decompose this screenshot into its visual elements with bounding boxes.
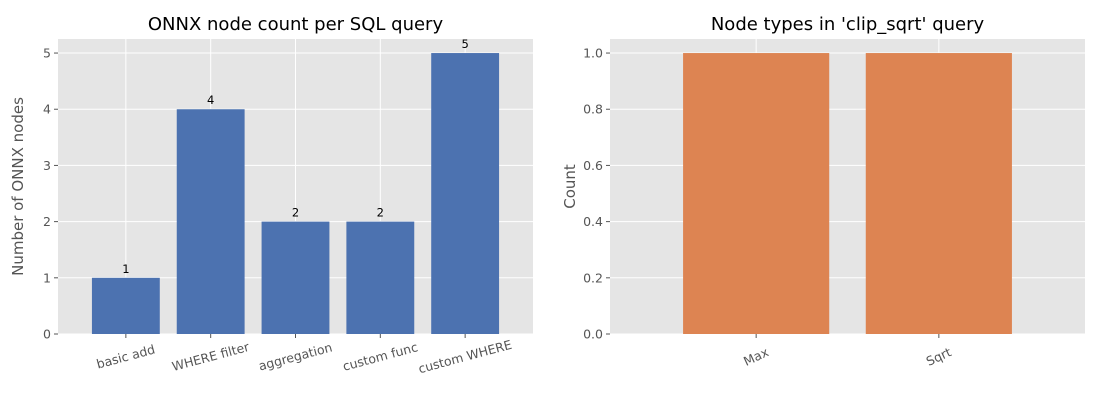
y-tick-label: 5 [43,46,51,61]
bar-custom-func [346,221,415,334]
subplot-node-types: 0.0 0.2 0.4 0.6 0.8 1.0 Max Sqrt Node types in… [561,14,1085,369]
x-tick-label: WHERE filter [170,339,251,374]
bars [683,53,1012,335]
y-tick-label: 0.4 [583,214,603,229]
x-tick-label: basic add [95,342,157,372]
x-tick-label: Sqrt [924,344,954,369]
bar-value-label: 4 [207,93,214,107]
y-tick-label: 0 [43,327,51,342]
y-axis-ticks: 0.0 0.2 0.4 0.6 0.8 1.0 [583,46,610,342]
bar-custom-where [431,53,500,335]
bar-value-label: 5 [461,37,468,51]
x-tick-label: custom func [341,339,420,373]
x-tick-label: Max [741,344,771,369]
y-axis-label: Count [561,164,579,209]
bar-value-label: 1 [122,262,129,276]
y-tick-label: 1 [43,270,51,285]
chart-title: Node types in 'clip_sqrt' query [711,14,985,35]
bar-where-filter [176,109,245,334]
y-tick-label: 0.6 [583,158,603,173]
bar-basic-add [91,277,160,334]
x-tick-label: custom WHERE [417,337,514,376]
y-tick-label: 1.0 [583,46,603,61]
subplot-node-count: 1 4 2 2 5 0 1 2 3 4 5 basic add WHERE filter aggreg… [9,14,533,376]
x-tick-label: aggregation [257,339,334,373]
y-axis-ticks: 0 1 2 3 4 5 [43,46,58,342]
bar-aggregation [261,221,330,334]
bar-max [683,53,830,335]
y-tick-label: 0.0 [583,327,603,342]
y-tick-label: 2 [43,214,51,229]
bar-value-label: 2 [377,206,384,220]
bar-sqrt [865,53,1012,335]
y-axis-label: Number of ONNX nodes [9,97,27,276]
bar-value-label: 2 [292,206,299,220]
bar-value-labels: 1 4 2 2 5 [122,37,469,276]
bars [91,53,500,335]
x-axis-ticks: basic add WHERE filter aggregation custom f… [95,334,514,376]
y-tick-label: 0.8 [583,102,603,117]
y-tick-label: 4 [43,102,51,117]
chart-title: ONNX node count per SQL query [148,14,444,35]
y-tick-label: 0.2 [583,270,603,285]
y-tick-label: 3 [43,158,51,173]
x-axis-ticks: Max Sqrt [741,334,954,369]
plot-area [610,39,1085,334]
